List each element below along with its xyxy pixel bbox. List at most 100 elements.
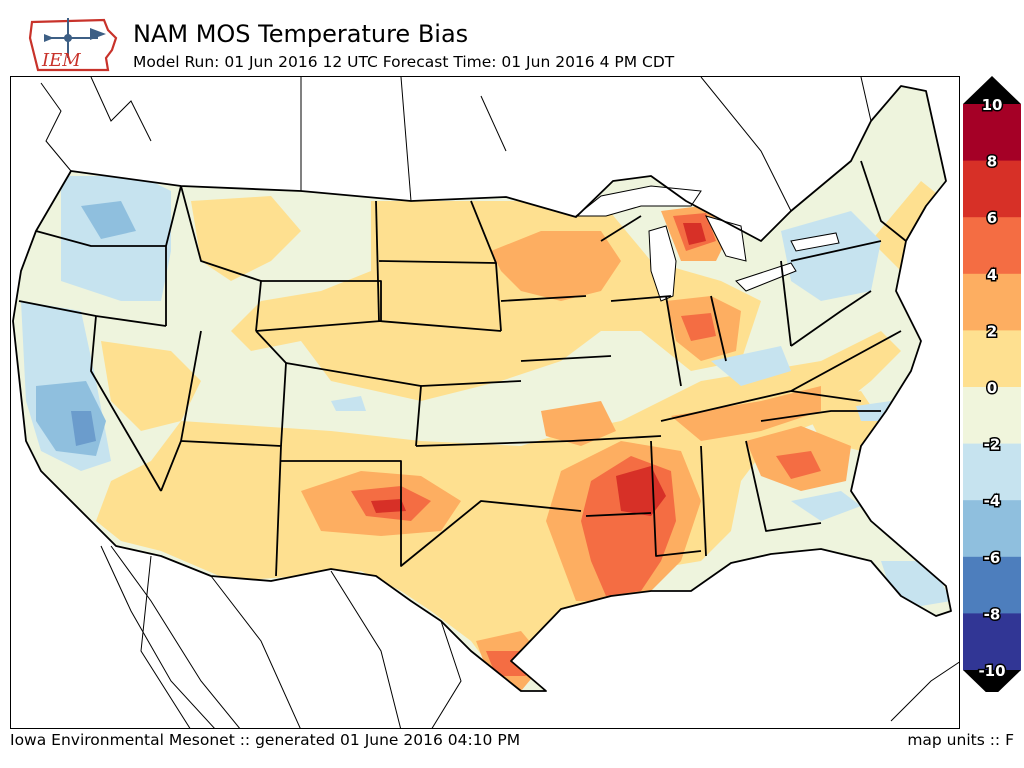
colorbar-bins — [963, 104, 1021, 671]
map-frame — [10, 76, 960, 729]
quebec-border — [700, 77, 792, 212]
iem-logo-text: IEM — [41, 50, 81, 71]
colorbar-over-arrow — [963, 76, 1021, 104]
warm-2-montana — [191, 196, 301, 281]
warm-2-central-plains — [231, 201, 761, 401]
cool-2-ohio-valley — [711, 346, 791, 386]
temperature-bias-map — [12, 77, 959, 728]
border-nd-mn — [470, 200, 502, 332]
colorbar-tick-label: 10 — [982, 96, 1003, 114]
mexico-state-line-4 — [431, 620, 462, 728]
colorbar-tick-label: 4 — [987, 266, 997, 284]
colorbar-tick-label: -6 — [984, 549, 1001, 567]
colorbar-tick-label: -2 — [984, 436, 1001, 454]
footer-credit: Iowa Environmental Mesonet :: generated … — [10, 731, 521, 749]
border-new-england — [860, 160, 907, 242]
canada-bc-coast — [90, 77, 152, 142]
border-oh-pa — [780, 260, 792, 347]
warm-6-south-texas — [486, 651, 526, 676]
colorbar-tick-label: -10 — [978, 662, 1005, 680]
warm-4-kansas — [541, 401, 616, 446]
lake-michigan — [648, 225, 677, 302]
border-in-oh — [710, 295, 727, 362]
border-sd-ne — [378, 320, 502, 332]
mexico-state-line-3 — [330, 570, 402, 728]
warm-6-georgia — [776, 451, 821, 479]
border-nc-sc — [760, 410, 881, 422]
baja-peninsula — [100, 545, 215, 728]
border-mt-nd-sd — [375, 200, 380, 322]
mexico-border — [110, 545, 241, 728]
canada-province-border-2 — [400, 77, 412, 202]
iowa-outline-logo — [28, 18, 118, 72]
mexico-state-line-1 — [140, 555, 191, 728]
cool-2-georgia-coast — [791, 491, 861, 521]
hudson-area-lines — [480, 95, 507, 152]
border-va-wv — [790, 290, 872, 347]
warm-4-tennessee — [671, 386, 821, 441]
cool-2-colorado — [331, 396, 366, 411]
border-tn-nc — [790, 390, 862, 402]
colorbar-bin — [963, 273, 1021, 331]
border-la-ms — [650, 440, 702, 557]
cool-6-central-valley-core — [71, 411, 96, 446]
footer-units: map units :: F — [907, 731, 1014, 749]
cool-2-florida — [881, 561, 951, 606]
border-az-nm — [180, 440, 282, 577]
cool-2-great-lakes-east — [781, 211, 881, 301]
warm-2-west-nevada — [101, 341, 201, 431]
colorbar-bin — [963, 613, 1021, 671]
border-ne-ks — [420, 380, 522, 387]
lake-ontario — [790, 232, 840, 252]
conus-outline — [12, 85, 952, 692]
border-wi-il — [610, 295, 672, 302]
colorbar-tick-label: 6 — [987, 209, 997, 227]
lake-erie — [735, 262, 797, 292]
border-al-ga — [745, 440, 822, 532]
colorbar-bin — [963, 160, 1021, 218]
state-borders — [12, 85, 952, 692]
border-wa-or — [35, 230, 166, 247]
colorbar-bin — [963, 556, 1021, 614]
border-nd-sd — [378, 260, 497, 264]
colorbar-tick-label: 0 — [987, 379, 997, 397]
colorbar-bin — [963, 500, 1021, 558]
colorbar-tick-label: 2 — [987, 322, 997, 340]
colorbar-under-arrow — [963, 670, 1021, 692]
border-mo-ar — [570, 435, 662, 442]
border-ks-ok — [415, 440, 572, 447]
colorbar-tick-label: 8 — [987, 153, 997, 171]
lake-superior — [574, 185, 702, 217]
bias-contours — [13, 86, 951, 691]
warm-4-iowa-wisconsin — [491, 231, 621, 301]
warm-6-indiana — [681, 313, 716, 341]
colorbar-bin — [963, 104, 1021, 162]
labrador-border — [860, 77, 872, 122]
warm-8-oklahoma-core — [371, 499, 406, 513]
colorbar-tick-label: -4 — [984, 492, 1001, 510]
colorbar-bin — [963, 330, 1021, 388]
colorbar-bin — [963, 443, 1021, 501]
border-idaho-east — [165, 185, 182, 326]
map-subtitle: Model Run: 01 Jun 2016 12 UTC Forecast T… — [133, 53, 675, 71]
cool-4-oregon — [81, 201, 136, 239]
cuba-coast — [890, 661, 959, 722]
colorbar-bin — [963, 217, 1021, 275]
border-ms-al — [700, 445, 707, 557]
border-mi-upper — [600, 215, 642, 242]
colorbar: 10 8 6 4 2 0 -2 -4 -6 -8 -10 — [963, 76, 1021, 692]
cool-6-regions — [71, 411, 96, 446]
colorbar-tick-label: -8 — [984, 605, 1001, 623]
border-idaho-montana — [180, 185, 262, 332]
cool-2-pacific-northwest — [61, 176, 171, 301]
mexico-state-line-2 — [210, 575, 301, 728]
border-mn-ia — [500, 295, 587, 302]
border-ok-tx — [281, 460, 582, 567]
border-ia-mo — [520, 355, 612, 362]
border-il-in — [665, 295, 682, 387]
warm-8-michigan-core — [683, 223, 706, 245]
colorbar-bin — [963, 387, 1021, 445]
border-ny-pa — [790, 240, 882, 262]
border-wy — [255, 280, 382, 332]
outside-borders — [40, 77, 959, 728]
